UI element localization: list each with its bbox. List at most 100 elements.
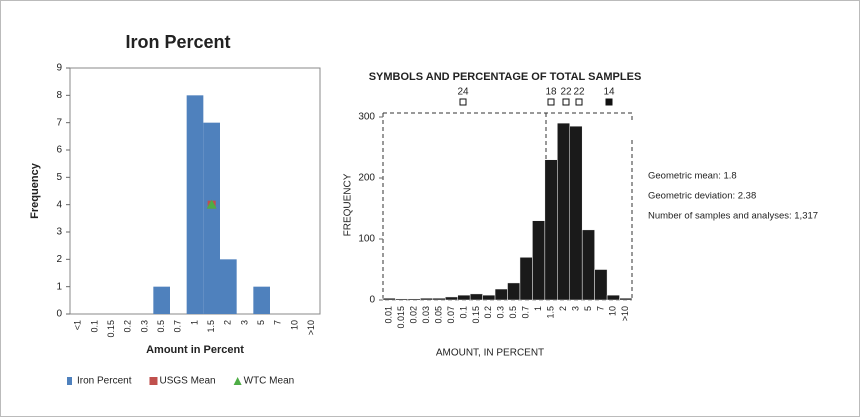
bar bbox=[382, 297, 396, 301]
symbol-icon bbox=[562, 98, 570, 106]
bar bbox=[544, 159, 558, 301]
symbol-label: 22 bbox=[560, 87, 572, 98]
bar bbox=[153, 286, 170, 314]
bar bbox=[557, 122, 570, 301]
bar bbox=[220, 259, 237, 314]
x-tick-label: >10 bbox=[306, 320, 316, 335]
legend-swatch bbox=[67, 377, 72, 385]
y-tick-label: 0 bbox=[56, 309, 62, 320]
bar bbox=[519, 257, 533, 301]
symbol-label: 14 bbox=[603, 87, 615, 98]
y-axis-title: Frequency bbox=[29, 162, 41, 219]
y-axis-title: FREQUENCY bbox=[343, 173, 354, 236]
x-tick-label: 0.03 bbox=[421, 306, 431, 324]
y-tick-label: 2 bbox=[56, 254, 62, 265]
bar bbox=[420, 297, 434, 301]
x-tick-label: 0.1 bbox=[458, 306, 468, 319]
x-tick-label: 0.7 bbox=[521, 306, 531, 319]
bar bbox=[581, 229, 595, 301]
y-tick-label: 9 bbox=[56, 63, 62, 74]
x-tick-label: 0.015 bbox=[396, 306, 406, 329]
chart-title: Iron Percent bbox=[125, 32, 230, 52]
chart-title: SYMBOLS AND PERCENTAGE OF TOTAL SAMPLES bbox=[369, 71, 642, 83]
x-tick-label: 7 bbox=[273, 320, 283, 325]
y-tick-label: 3 bbox=[56, 227, 62, 238]
bar bbox=[619, 297, 633, 301]
x-tick-label: <1 bbox=[73, 320, 83, 330]
x-tick-label: 0.07 bbox=[446, 306, 456, 324]
x-tick-label: 0.15 bbox=[471, 306, 481, 324]
symbol-label: 24 bbox=[457, 87, 469, 98]
bar bbox=[469, 293, 483, 301]
y-tick-label: 200 bbox=[358, 173, 375, 184]
legend-label: Iron Percent bbox=[77, 376, 132, 387]
x-tick-label: 0.2 bbox=[483, 306, 493, 319]
x-tick-label: 1.5 bbox=[206, 320, 216, 333]
y-tick-label: 4 bbox=[56, 199, 62, 210]
bar bbox=[203, 122, 220, 315]
bar bbox=[606, 294, 620, 301]
symbol-icon bbox=[459, 98, 467, 106]
bar bbox=[569, 125, 583, 301]
bar bbox=[532, 220, 546, 301]
x-tick-label: 0.7 bbox=[173, 320, 183, 333]
bar bbox=[594, 269, 608, 301]
x-tick-label: 1 bbox=[189, 320, 199, 325]
x-tick-label: 0.05 bbox=[433, 306, 443, 324]
bar bbox=[494, 288, 508, 301]
bar bbox=[457, 294, 471, 301]
x-tick-label: 3 bbox=[239, 320, 249, 325]
x-axis-title: Amount in Percent bbox=[146, 344, 244, 356]
bar bbox=[482, 294, 496, 301]
x-tick-label: 1 bbox=[533, 306, 543, 311]
annotation: Geometric mean: 1.8 bbox=[648, 171, 737, 182]
x-tick-label: 1.5 bbox=[545, 306, 555, 319]
legend-swatch bbox=[233, 377, 242, 385]
x-tick-label: 2 bbox=[223, 320, 233, 325]
wtc-mean-marker bbox=[206, 199, 217, 209]
bar bbox=[432, 297, 446, 301]
x-tick-label: 5 bbox=[256, 320, 266, 325]
frame-lines bbox=[382, 112, 633, 301]
x-tick-label: 3 bbox=[570, 306, 580, 311]
symbol-label: 18 bbox=[545, 87, 557, 98]
x-tick-label: 0.02 bbox=[409, 306, 419, 324]
x-tick-label: 0.5 bbox=[156, 320, 166, 333]
legend-label: WTC Mean bbox=[244, 376, 295, 387]
symbol-label: 22 bbox=[573, 87, 585, 98]
x-axis-title: AMOUNT, IN PERCENT bbox=[436, 348, 544, 359]
x-tick-label: 7 bbox=[595, 306, 605, 311]
symbol-icon bbox=[605, 98, 613, 106]
legend-swatch bbox=[149, 377, 158, 385]
bar bbox=[445, 296, 458, 301]
y-tick-label: 5 bbox=[56, 172, 62, 183]
x-tick-label: 0.3 bbox=[496, 306, 506, 319]
x-tick-label: 0.2 bbox=[123, 320, 133, 333]
x-tick-label: 5 bbox=[583, 306, 593, 311]
bar bbox=[395, 298, 409, 301]
bar bbox=[507, 282, 521, 301]
x-tick-label: 10 bbox=[608, 306, 618, 316]
y-tick-label: 6 bbox=[56, 145, 62, 156]
x-tick-label: >10 bbox=[620, 306, 630, 321]
y-tick-label: 300 bbox=[358, 112, 375, 123]
legend-label: USGS Mean bbox=[159, 376, 215, 387]
y-tick-label: 100 bbox=[358, 234, 375, 245]
y-tick-label: 1 bbox=[56, 281, 62, 292]
y-tick-label: 7 bbox=[56, 117, 62, 128]
y-tick-label: 0 bbox=[369, 295, 375, 306]
bar bbox=[253, 286, 270, 314]
annotation: Number of samples and analyses: 1,317 bbox=[648, 211, 818, 222]
annotation: Geometric deviation: 2.38 bbox=[648, 191, 756, 202]
x-tick-label: 0.01 bbox=[384, 306, 394, 324]
x-tick-label: 0.5 bbox=[508, 306, 518, 319]
x-tick-label: 10 bbox=[289, 320, 299, 330]
bar bbox=[186, 95, 204, 314]
symbol-icon bbox=[575, 98, 583, 106]
x-tick-label: 2 bbox=[558, 306, 568, 311]
x-tick-label: 0.1 bbox=[89, 320, 99, 333]
x-tick-label: 0.15 bbox=[106, 320, 116, 338]
x-tick-label: 0.3 bbox=[139, 320, 149, 333]
